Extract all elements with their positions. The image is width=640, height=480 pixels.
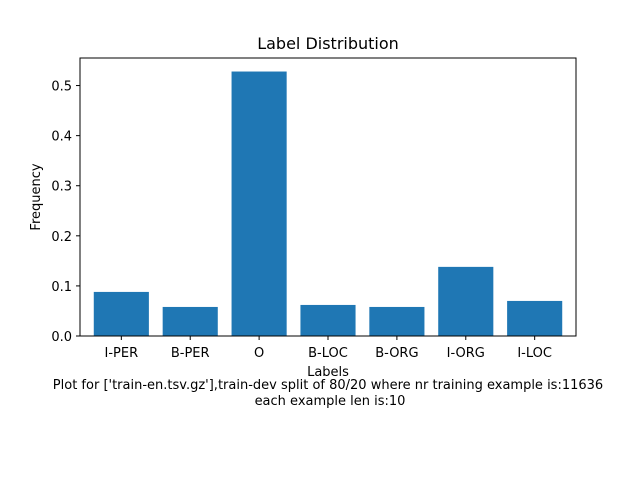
caption-line-1: Plot for ['train-en.tsv.gz'],train-dev s…	[53, 378, 603, 393]
bar-b-per	[162, 306, 218, 336]
x-tick-label: I-LOC	[517, 346, 552, 361]
bar-i-per	[93, 291, 149, 336]
x-axis-label: Labels	[307, 365, 349, 380]
y-tick-label: 0.1	[51, 280, 72, 295]
x-tick-label: B-PER	[171, 346, 210, 361]
x-tick-label: I-PER	[105, 346, 139, 361]
x-tick-label: B-ORG	[375, 346, 418, 361]
y-axis: 0.0 0.1 0.2 0.3 0.4 0.5	[51, 80, 80, 345]
plot-frame	[79, 57, 577, 337]
x-tick-label: I-ORG	[447, 346, 485, 361]
bar-b-loc	[300, 304, 356, 336]
chart-title: Label Distribution	[257, 34, 399, 53]
y-tick-label: 0.2	[51, 230, 72, 245]
bar-o	[231, 71, 287, 336]
y-tick-label: 0.0	[51, 330, 72, 345]
x-axis: I-PER B-PER O B-LOC B-ORG I-ORG I-LOC	[105, 336, 552, 361]
y-axis-label: Frequency	[29, 163, 44, 230]
y-tick-label: 0.4	[51, 130, 72, 145]
bar-b-org	[369, 306, 425, 336]
bar-i-loc	[507, 300, 563, 336]
x-tick-label: O	[254, 346, 264, 361]
bars-group	[93, 71, 563, 336]
caption-line-2: each example len is:10	[255, 394, 406, 409]
bar-i-org	[438, 266, 494, 336]
y-tick-label: 0.3	[51, 180, 72, 195]
x-tick-label: B-LOC	[308, 346, 348, 361]
y-tick-label: 0.5	[51, 80, 72, 95]
